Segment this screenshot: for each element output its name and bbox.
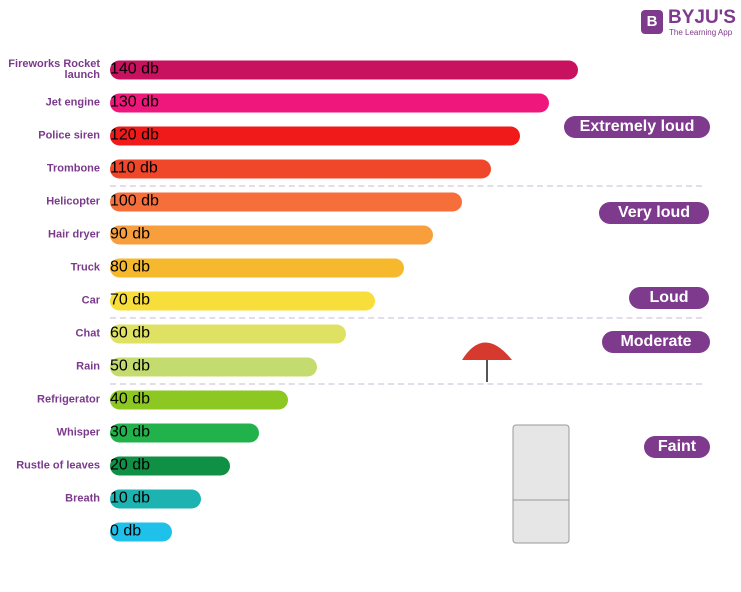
value-label: 120 db bbox=[110, 126, 159, 144]
value-label: 0 db bbox=[110, 522, 142, 540]
level-label: Very loud bbox=[599, 202, 709, 224]
value-label: 60 db bbox=[110, 324, 151, 342]
value-label: 110 db bbox=[110, 159, 158, 177]
bar: 100 db bbox=[110, 192, 462, 212]
bar: 90 db bbox=[110, 225, 433, 245]
umbrella bbox=[462, 342, 512, 360]
bar: 10 db bbox=[110, 489, 201, 509]
value-label: 140 db bbox=[110, 60, 159, 78]
category-label: Whisper bbox=[56, 426, 100, 439]
category-label: Truck bbox=[70, 261, 100, 274]
bar: 110 db bbox=[110, 159, 491, 179]
divider bbox=[110, 317, 702, 319]
category-label: Refrigerator bbox=[37, 393, 100, 406]
category-label: Fireworks Rocket launch bbox=[8, 58, 100, 81]
bar: 20 db bbox=[110, 456, 230, 476]
bar: 40 db bbox=[110, 390, 288, 410]
bar: 30 db bbox=[110, 423, 259, 443]
bar: 130 db bbox=[110, 93, 549, 113]
category-label: Chat bbox=[75, 327, 100, 340]
category-label: Rain bbox=[76, 360, 100, 373]
value-label: 80 db bbox=[110, 258, 151, 276]
category-label: Rustle of leaves bbox=[16, 459, 100, 472]
bar: 60 db bbox=[110, 324, 346, 344]
bar: 50 db bbox=[110, 357, 317, 377]
value-label: 40 db bbox=[110, 390, 151, 408]
level-label: Extremely loud bbox=[564, 116, 710, 138]
level-label: Faint bbox=[644, 436, 710, 458]
value-label: 130 db bbox=[110, 93, 159, 111]
level-label: Moderate bbox=[602, 331, 710, 353]
category-label: Police siren bbox=[38, 129, 100, 142]
value-label: 50 db bbox=[110, 357, 151, 375]
category-label: Jet engine bbox=[45, 96, 100, 109]
value-label: 30 db bbox=[110, 423, 151, 441]
category-label: Trombone bbox=[46, 162, 100, 175]
bar: 120 db bbox=[110, 126, 520, 146]
value-label: 70 db bbox=[110, 291, 151, 309]
bar: 80 db bbox=[110, 258, 404, 278]
logo: B bbox=[641, 10, 663, 34]
level-label: Loud bbox=[629, 287, 709, 309]
brand-tagline: The Learning App bbox=[669, 28, 733, 37]
category-label: Car bbox=[81, 294, 100, 307]
bar: 0 db bbox=[110, 522, 172, 542]
bar: 70 db bbox=[110, 291, 375, 311]
divider bbox=[110, 185, 702, 187]
category-label: Helicopter bbox=[46, 195, 100, 208]
value-label: 90 db bbox=[110, 225, 151, 243]
value-label: 100 db bbox=[110, 192, 159, 210]
category-label: Hair dryer bbox=[48, 228, 100, 241]
divider bbox=[110, 383, 702, 385]
value-label: 20 db bbox=[110, 456, 151, 474]
bar: 140 db bbox=[110, 60, 578, 80]
brand-name: BYJU'S bbox=[668, 7, 736, 28]
category-label: Breath bbox=[65, 492, 100, 505]
value-label: 10 db bbox=[110, 489, 151, 507]
fridge bbox=[512, 424, 570, 544]
